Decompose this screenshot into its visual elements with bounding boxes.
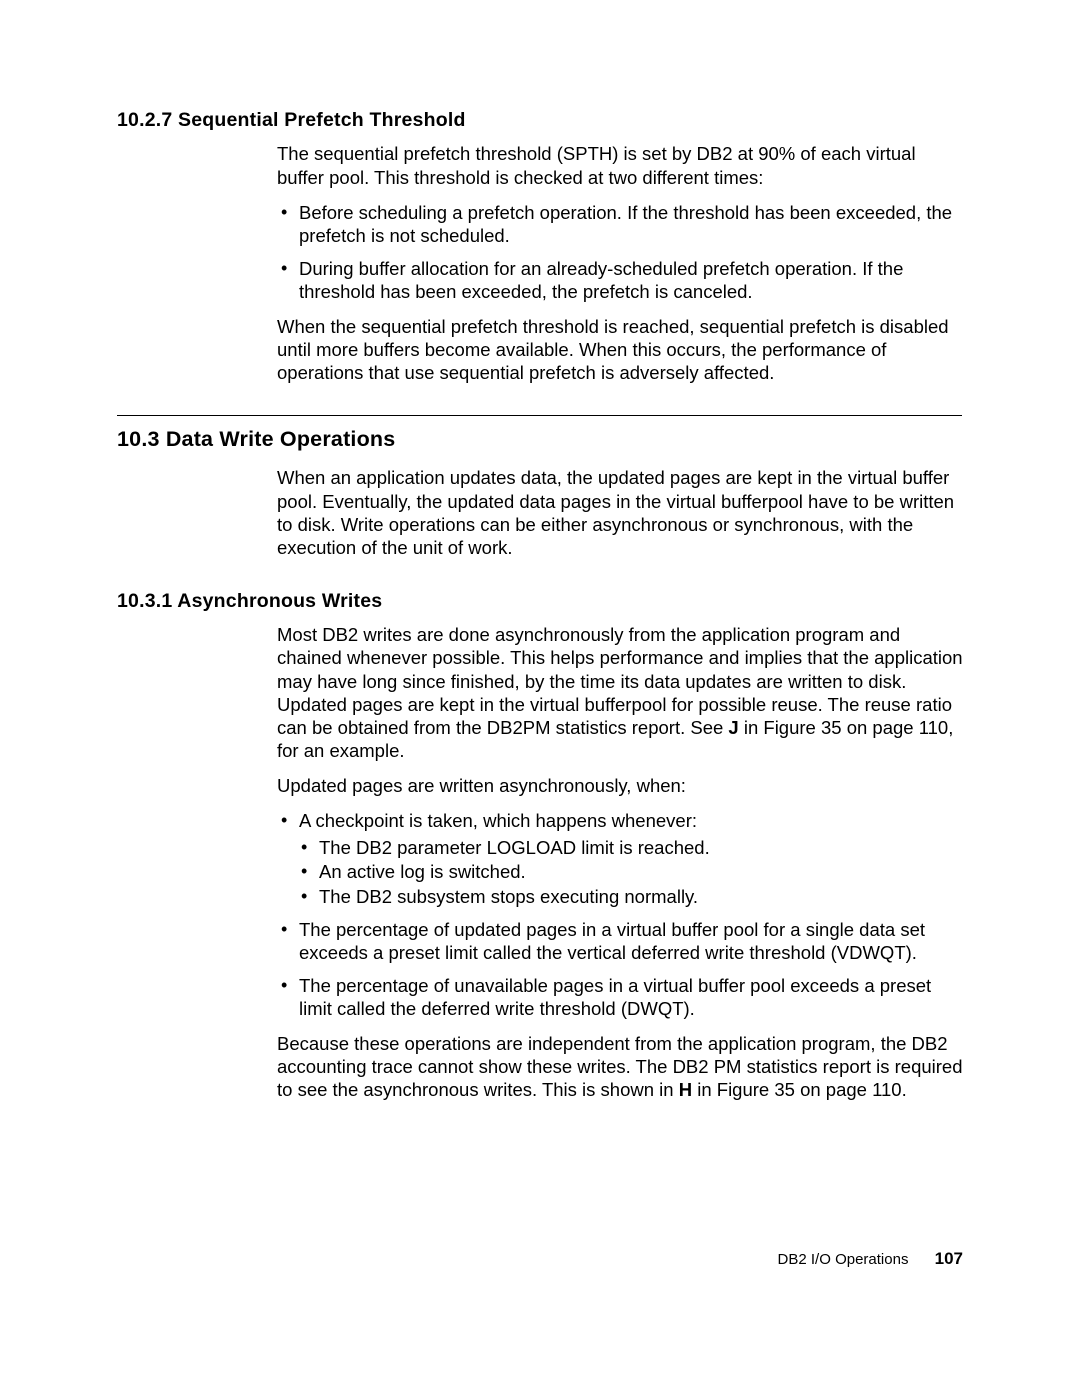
bullet-item: The percentage of unavailable pages in a… — [277, 974, 965, 1020]
sub-bullet-item: The DB2 subsystem stops executing normal… — [299, 885, 965, 908]
section-rule — [117, 415, 962, 416]
page-content: 10.2.7 Sequential Prefetch Threshold The… — [117, 108, 962, 1114]
para: When the sequential prefetch threshold i… — [277, 315, 965, 384]
sub-bullet-item: An active log is switched. — [299, 860, 965, 883]
heading-10-2-7: 10.2.7 Sequential Prefetch Threshold — [117, 108, 962, 132]
bullet-list: A checkpoint is taken, which happens whe… — [277, 809, 965, 1020]
para: The sequential prefetch threshold (SPTH)… — [277, 142, 965, 188]
bullet-item: A checkpoint is taken, which happens whe… — [277, 809, 965, 908]
footer-page-number: 107 — [935, 1249, 963, 1268]
sub-bullet-list: The DB2 parameter LOGLOAD limit is reach… — [299, 836, 965, 907]
para: Most DB2 writes are done asynchronously … — [277, 623, 965, 762]
section-10-3-1-body: Most DB2 writes are done asynchronously … — [277, 623, 965, 1101]
text-run: A checkpoint is taken, which happens whe… — [299, 810, 697, 831]
heading-10-3-wrap: 10.3 Data Write Operations — [117, 415, 962, 453]
bullet-item: Before scheduling a prefetch operation. … — [277, 201, 965, 247]
section-10-2-7-body: The sequential prefetch threshold (SPTH)… — [277, 142, 965, 384]
para: Updated pages are written asynchronously… — [277, 774, 965, 797]
page-footer: DB2 I/O Operations 107 — [778, 1248, 963, 1270]
sub-bullet-item: The DB2 parameter LOGLOAD limit is reach… — [299, 836, 965, 859]
bold-ref-j: J — [728, 717, 738, 738]
bold-ref-h: H — [679, 1079, 692, 1100]
bullet-item: The percentage of updated pages in a vir… — [277, 918, 965, 964]
text-run: in Figure 35 on page 110. — [692, 1079, 907, 1100]
heading-10-3: 10.3 Data Write Operations — [117, 426, 962, 453]
section-10-3-body: When an application updates data, the up… — [277, 466, 965, 559]
bullet-list: Before scheduling a prefetch operation. … — [277, 201, 965, 304]
heading-10-3-1: 10.3.1 Asynchronous Writes — [117, 589, 962, 613]
footer-chapter: DB2 I/O Operations — [778, 1251, 909, 1268]
para: Because these operations are independent… — [277, 1032, 965, 1101]
para: When an application updates data, the up… — [277, 466, 965, 559]
bullet-item: During buffer allocation for an already-… — [277, 257, 965, 303]
